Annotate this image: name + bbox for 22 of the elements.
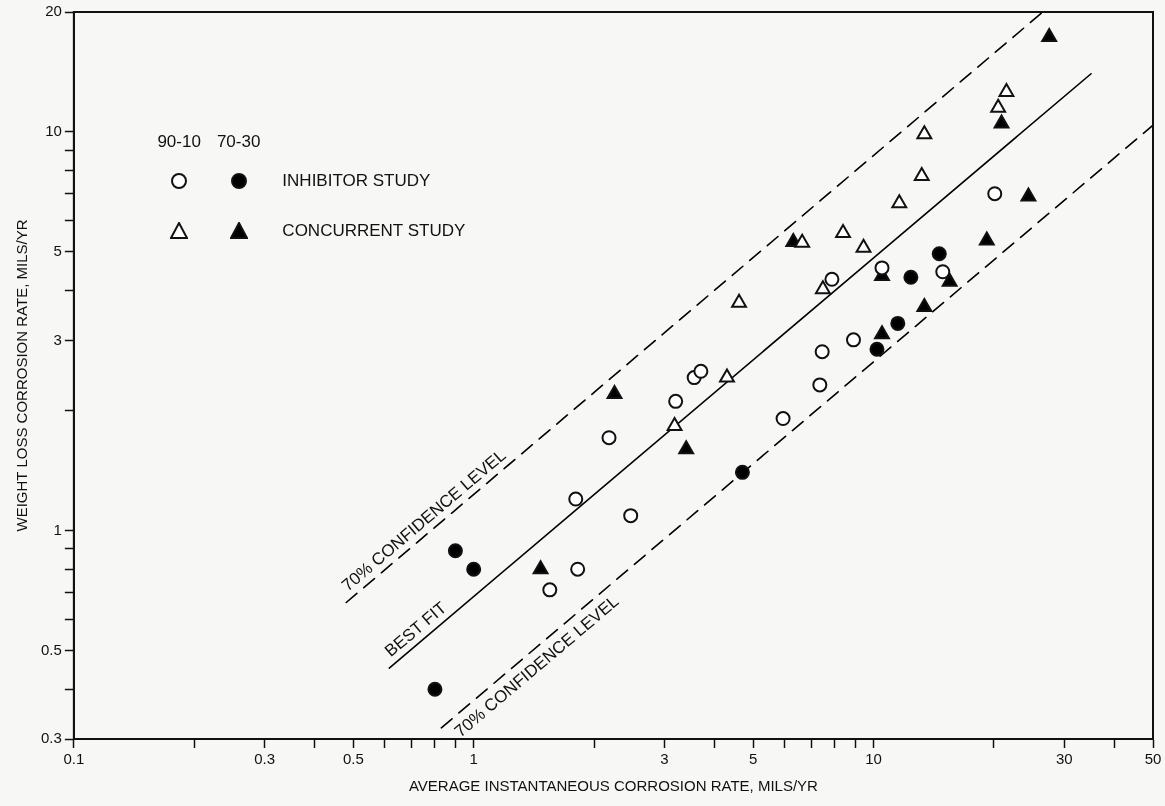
x-tick-label: 5 — [748, 750, 758, 768]
y-tick-label: 20 — [45, 2, 62, 20]
annotation: 70-30 — [215, 131, 262, 154]
y-tick-label: 0.5 — [40, 640, 62, 658]
y-tick-label: 0.3 — [40, 729, 62, 747]
y-tick-label: 3 — [53, 330, 62, 348]
x-tick-label: 3 — [660, 750, 669, 768]
x-tick-label: 1 — [469, 750, 478, 768]
legend-label: INHIBITOR STUDY — [281, 170, 432, 193]
y-tick-label: 10 — [45, 122, 62, 140]
x-tick-label: 30 — [1055, 750, 1073, 768]
x-tick-label: 0.1 — [63, 750, 85, 768]
x-tick-label: 10 — [865, 750, 882, 768]
x-tick-label: 0.5 — [342, 750, 364, 768]
y-tick-label: 1 — [53, 520, 62, 538]
legend-label: CONCURRENT STUDY — [281, 220, 467, 243]
annotation: 90-10 — [156, 131, 202, 154]
x-axis-title: AVERAGE INSTANTANEOUS CORROSION RATE, MILS/YR — [408, 777, 819, 795]
x-tick-label: 0.3 — [254, 750, 276, 768]
x-tick-label: 50 — [1144, 750, 1162, 768]
y-axis-title: WEIGHT LOSS CORROSION RATE, MILS/YR — [13, 219, 31, 532]
y-tick-label: 5 — [53, 242, 62, 260]
